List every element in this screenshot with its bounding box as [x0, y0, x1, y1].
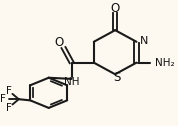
Text: N: N [140, 36, 148, 46]
Text: O: O [111, 2, 120, 15]
Text: F: F [6, 103, 12, 113]
Text: F: F [0, 94, 6, 104]
Text: O: O [55, 36, 64, 49]
Text: NH: NH [64, 77, 79, 87]
Text: F: F [6, 86, 12, 96]
Text: NH₂: NH₂ [155, 58, 175, 68]
Text: S: S [113, 71, 121, 84]
